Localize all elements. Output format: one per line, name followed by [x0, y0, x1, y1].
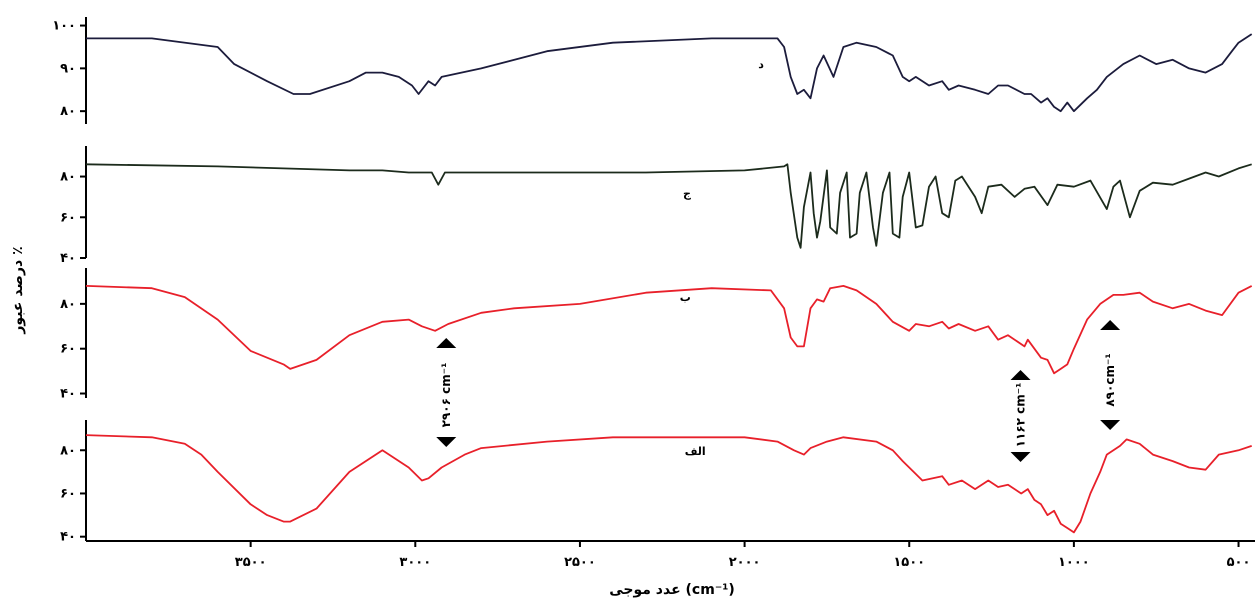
annotation-label: ۲۹۰۶ cm⁻¹: [439, 363, 453, 428]
x-tick-label: ۱۵۰۰: [893, 555, 925, 570]
y-axis-title: درصد عبور ٪: [10, 246, 26, 334]
x-tick-label: ۲۰۰۰: [729, 555, 761, 570]
arrow-up-marker: [436, 338, 457, 348]
annotation-label: ۸۹۰cm⁻¹: [1103, 353, 1117, 406]
series-line-1: [86, 33, 1253, 113]
y-tick-label: ۱۰۰: [52, 19, 76, 34]
x-axis-title: عدد موجی (cm⁻¹): [609, 582, 735, 598]
y-tick-label: ۶۰: [60, 210, 76, 225]
x-tick-label: ۲۵۰۰: [564, 555, 596, 570]
annotations-layer: ۲۹۰۶ cm⁻¹ ۱۱۶۲ cm⁻¹ ۸۹۰cm⁻¹: [436, 320, 1121, 462]
arrow-down-marker: [1010, 452, 1031, 462]
y-tick-label: ۶۰: [60, 486, 76, 501]
y-tick-label: ۸۰: [60, 297, 76, 312]
y-tick-label: ۹۰: [60, 61, 76, 76]
y-tick-label: ۸۰: [60, 443, 76, 458]
y-tick-label: ۴۰: [60, 387, 76, 402]
panels-layer: ۱۰۰ ۹۰ ۸۰ د ۸۰ ۶۰ ۴۰ ج ۸۰ ۶۰ ۴۰ ب ۸۰ ۶۰ ۴۰ الف: [52, 17, 1253, 545]
arrow-up-marker: [1100, 320, 1121, 330]
panel-1: ۱۰۰ ۹۰ ۸۰ د: [52, 17, 1253, 124]
panel-label: ب: [680, 291, 691, 304]
x-axis: ۳۵۰۰ ۳۰۰۰ ۲۵۰۰ ۲۰۰۰ ۱۵۰۰ ۱۰۰۰ ۵۰۰: [86, 540, 1255, 570]
arrow-up-marker: [1010, 370, 1031, 380]
annotation-2: ۱۱۶۲ cm⁻¹: [1010, 370, 1031, 462]
arrow-down-marker: [436, 437, 457, 447]
series-line-4: [85, 434, 1252, 534]
series-line-3: [85, 284, 1253, 375]
y-tick-label: ۸۰: [60, 170, 76, 185]
annotation-3: ۸۹۰cm⁻¹: [1100, 320, 1121, 430]
annotation-label: ۱۱۶۲ cm⁻¹: [1014, 383, 1028, 448]
panel-2: ۸۰ ۶۰ ۴۰ ج: [60, 146, 1252, 266]
x-tick-label: ۱۰۰۰: [1058, 555, 1090, 570]
y-tick-label: ۶۰: [60, 342, 76, 357]
panel-label: الف: [685, 445, 706, 458]
y-tick-label: ۸۰: [60, 104, 76, 119]
y-tick-label: ۴۰: [60, 251, 76, 266]
x-tick-label: ۳۵۰۰: [235, 555, 267, 570]
panel-4: ۸۰ ۶۰ ۴۰ الف: [60, 420, 1252, 545]
x-tick-label: ۵۰۰: [1227, 555, 1251, 570]
panel-label: د: [758, 58, 764, 71]
x-tick-label: ۳۰۰۰: [399, 555, 431, 570]
series-line-2: [85, 163, 1252, 249]
arrow-down-marker: [1100, 420, 1121, 430]
panel-3: ۸۰ ۶۰ ۴۰ ب: [60, 268, 1253, 402]
y-tick-label: ۴۰: [60, 530, 76, 545]
panel-label: ج: [683, 187, 691, 201]
annotation-1: ۲۹۰۶ cm⁻¹: [436, 338, 457, 447]
